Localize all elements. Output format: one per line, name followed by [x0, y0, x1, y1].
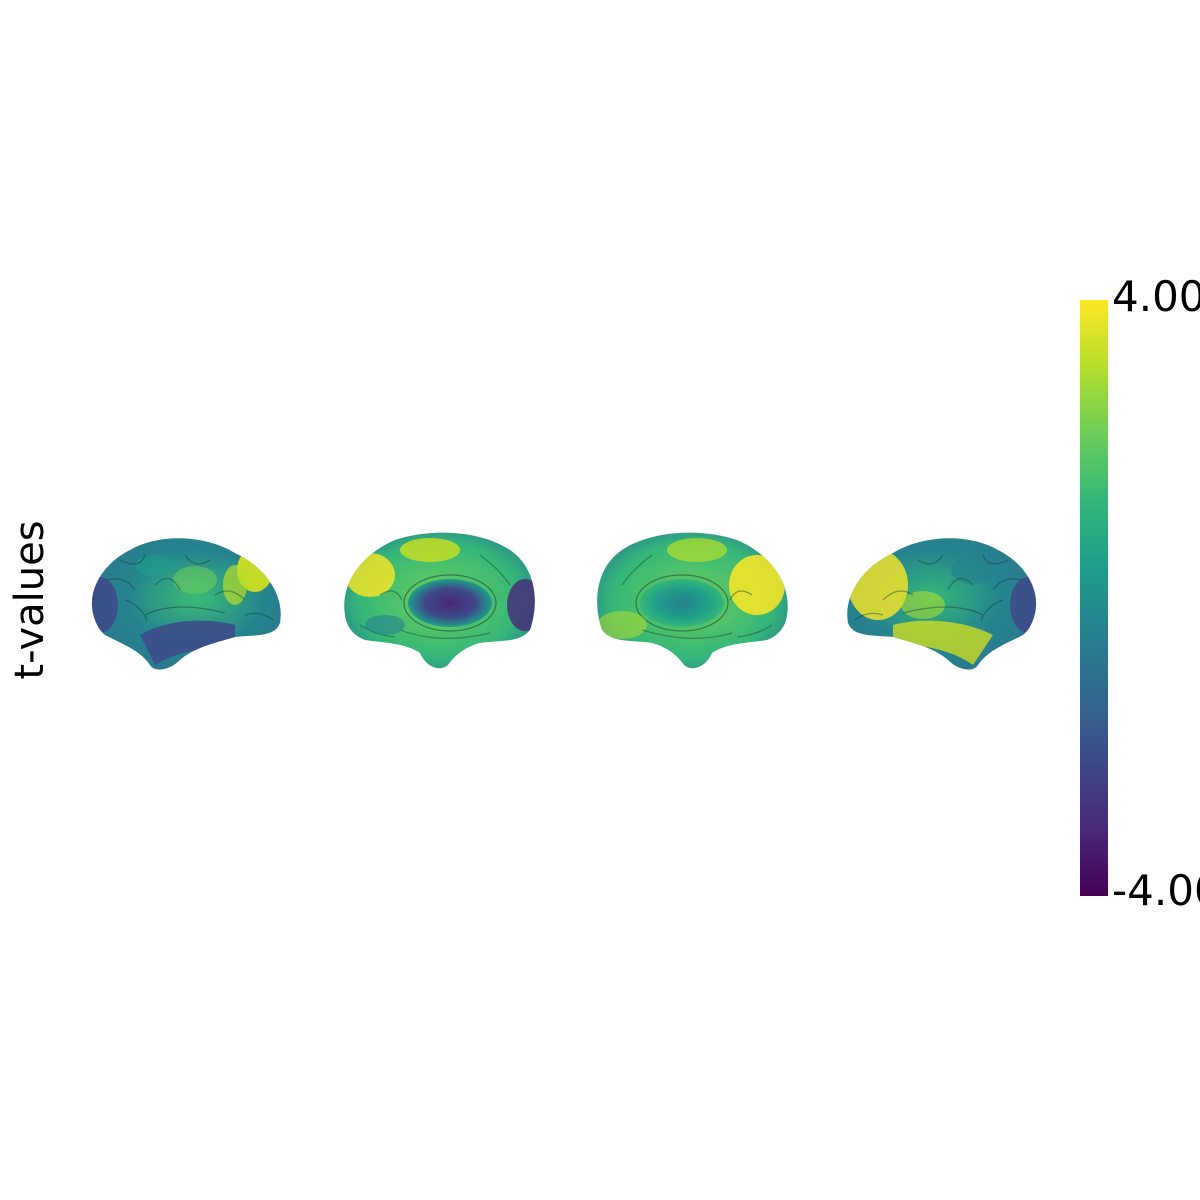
colorbar — [1080, 300, 1108, 896]
colorbar-min-label: -4.00 — [1112, 866, 1200, 916]
colorbar-axis-label: t-values — [5, 505, 55, 695]
brain-left-lateral-view — [85, 525, 285, 675]
colorbar-max-label: 4.00 — [1112, 272, 1200, 322]
brain-left-medial-view — [340, 525, 540, 675]
brain-right-medial-view — [592, 525, 792, 675]
brain-right-lateral-view — [843, 525, 1043, 675]
